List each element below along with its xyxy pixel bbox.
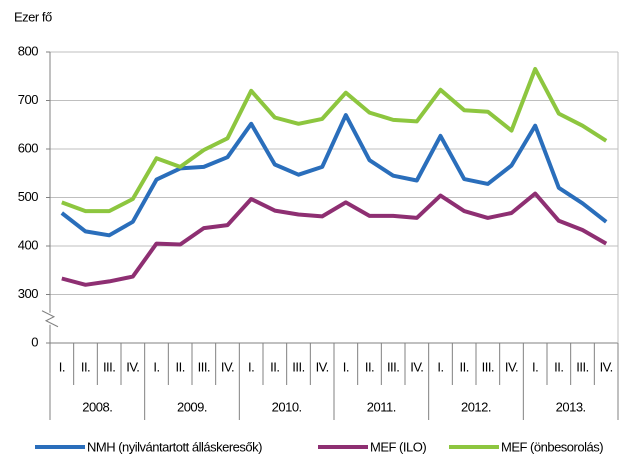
x-tick-label: III. xyxy=(103,359,115,374)
y-tick-label: 600 xyxy=(18,140,38,155)
y-tick-label: 0 xyxy=(31,334,38,349)
x-tick-label: III. xyxy=(198,359,210,374)
x-tick-label: II. xyxy=(459,359,468,374)
year-label: 2011. xyxy=(367,399,396,414)
x-tick-label: I. xyxy=(153,359,159,374)
x-tick-label: IV. xyxy=(410,359,423,374)
year-label: 2009. xyxy=(177,399,207,414)
year-label: 2010. xyxy=(272,399,302,414)
x-tick-label: II. xyxy=(81,359,90,374)
x-tick-label: IV. xyxy=(505,359,518,374)
x-tick-label: I. xyxy=(343,359,349,374)
year-label: 2013. xyxy=(556,399,586,414)
x-tick-label: III. xyxy=(576,359,588,374)
legend-label: MEF (ILO) xyxy=(370,439,426,454)
y-tick-label: 400 xyxy=(18,237,38,252)
year-label: 2008. xyxy=(82,399,112,414)
x-tick-label: III. xyxy=(292,359,304,374)
y-tick-label: 500 xyxy=(18,189,38,204)
x-tick-label: II. xyxy=(554,359,563,374)
x-tick-label: I. xyxy=(532,359,538,374)
x-tick-label: IV. xyxy=(126,359,139,374)
x-tick-label: I. xyxy=(248,359,254,374)
axis-break xyxy=(41,310,59,328)
x-tick-label: III. xyxy=(482,359,494,374)
x-tick-label: IV. xyxy=(316,359,329,374)
y-tick-label: 300 xyxy=(18,286,38,301)
y-tick-label: 700 xyxy=(18,92,38,107)
series-line xyxy=(60,113,608,238)
series-line xyxy=(61,191,608,287)
y-tick-label: 800 xyxy=(18,43,38,58)
x-tick-label: I. xyxy=(437,359,443,374)
x-tick-label: I. xyxy=(59,359,65,374)
x-tick-label: II. xyxy=(365,359,374,374)
legend-label: NMH (nyilvántartott álláskeresők) xyxy=(87,439,262,454)
y-axis-label: Ezer fő xyxy=(14,9,52,24)
legend-label: MEF (önbesorolás) xyxy=(501,439,603,454)
series-line xyxy=(61,67,608,214)
x-tick-label: III. xyxy=(387,359,399,374)
year-label: 2012. xyxy=(461,399,491,414)
x-tick-label: IV. xyxy=(600,359,613,374)
x-tick-label: II. xyxy=(175,359,184,374)
x-tick-label: II. xyxy=(270,359,279,374)
x-tick-label: IV. xyxy=(221,359,234,374)
